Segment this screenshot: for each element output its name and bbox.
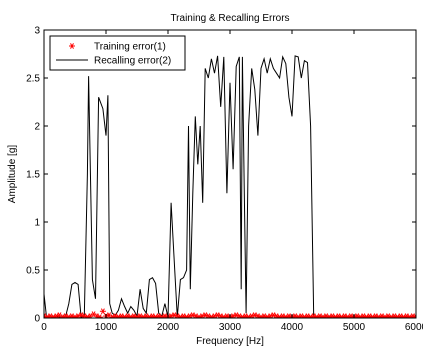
legend-box: [49, 35, 186, 71]
x-tick-label: 2000: [157, 322, 180, 333]
legend-label-recalling: Recalling error(2): [94, 56, 171, 67]
x-tick-label: 3000: [219, 322, 242, 333]
series-point-training-error: [96, 314, 103, 318]
chart-title: Training & Recalling Errors: [170, 13, 289, 24]
y-tick-label: 3: [34, 26, 40, 37]
y-tick-label: 1.5: [26, 170, 40, 181]
legend: Training error(1) Recalling error(2): [49, 35, 186, 71]
y-tick-label: 0.5: [26, 266, 40, 277]
legend-marker-training: [69, 43, 75, 49]
series-line-recalling-error: [44, 55, 416, 318]
x-tick-label: 1000: [95, 322, 118, 333]
series-point-training-error: [413, 314, 416, 318]
plot-area: [44, 30, 416, 318]
series-point-training-error: [99, 308, 106, 315]
y-tick-label: 2: [34, 122, 40, 133]
x-axis-label: Frequency [Hz]: [196, 336, 264, 346]
y-tick-label: 0: [34, 314, 40, 325]
x-tick-label: 4000: [281, 322, 304, 333]
x-tick-label: 5000: [343, 322, 366, 333]
y-tick-label: 1: [34, 218, 40, 229]
x-tick-label: 0: [41, 322, 47, 333]
y-axis-label: Amplitude [g]: [7, 145, 18, 204]
y-tick-label: 2.5: [26, 74, 40, 85]
legend-label-training: Training error(1): [94, 42, 166, 53]
